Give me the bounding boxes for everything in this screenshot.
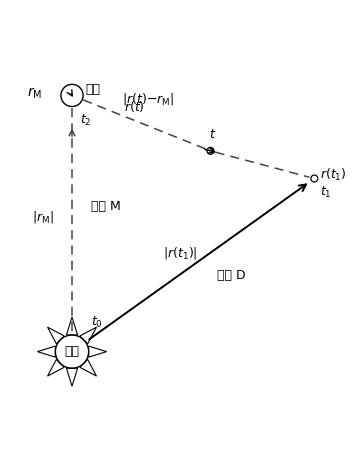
Text: $r_\mathrm{M}$: $r_\mathrm{M}$ bbox=[27, 86, 42, 101]
Text: $|r(t_1)|$: $|r(t_1)|$ bbox=[163, 245, 197, 261]
Text: 路径 M: 路径 M bbox=[91, 200, 121, 213]
Text: $r(t)$: $r(t)$ bbox=[124, 99, 144, 114]
Text: 火星: 火星 bbox=[86, 83, 101, 96]
Text: $t$: $t$ bbox=[209, 128, 216, 141]
Text: $t_2$: $t_2$ bbox=[80, 113, 91, 128]
Text: $|r(t){-}r_\mathrm{M}|$: $|r(t){-}r_\mathrm{M}|$ bbox=[122, 90, 174, 107]
Text: $r(t_1)$: $r(t_1)$ bbox=[320, 167, 346, 183]
Text: $t_0$: $t_0$ bbox=[91, 315, 103, 330]
Text: 路径 D: 路径 D bbox=[217, 269, 246, 282]
Text: $t_1$: $t_1$ bbox=[320, 185, 331, 200]
Text: $|r_\mathrm{M}|$: $|r_\mathrm{M}|$ bbox=[32, 209, 54, 225]
Text: 太阳: 太阳 bbox=[65, 345, 80, 358]
